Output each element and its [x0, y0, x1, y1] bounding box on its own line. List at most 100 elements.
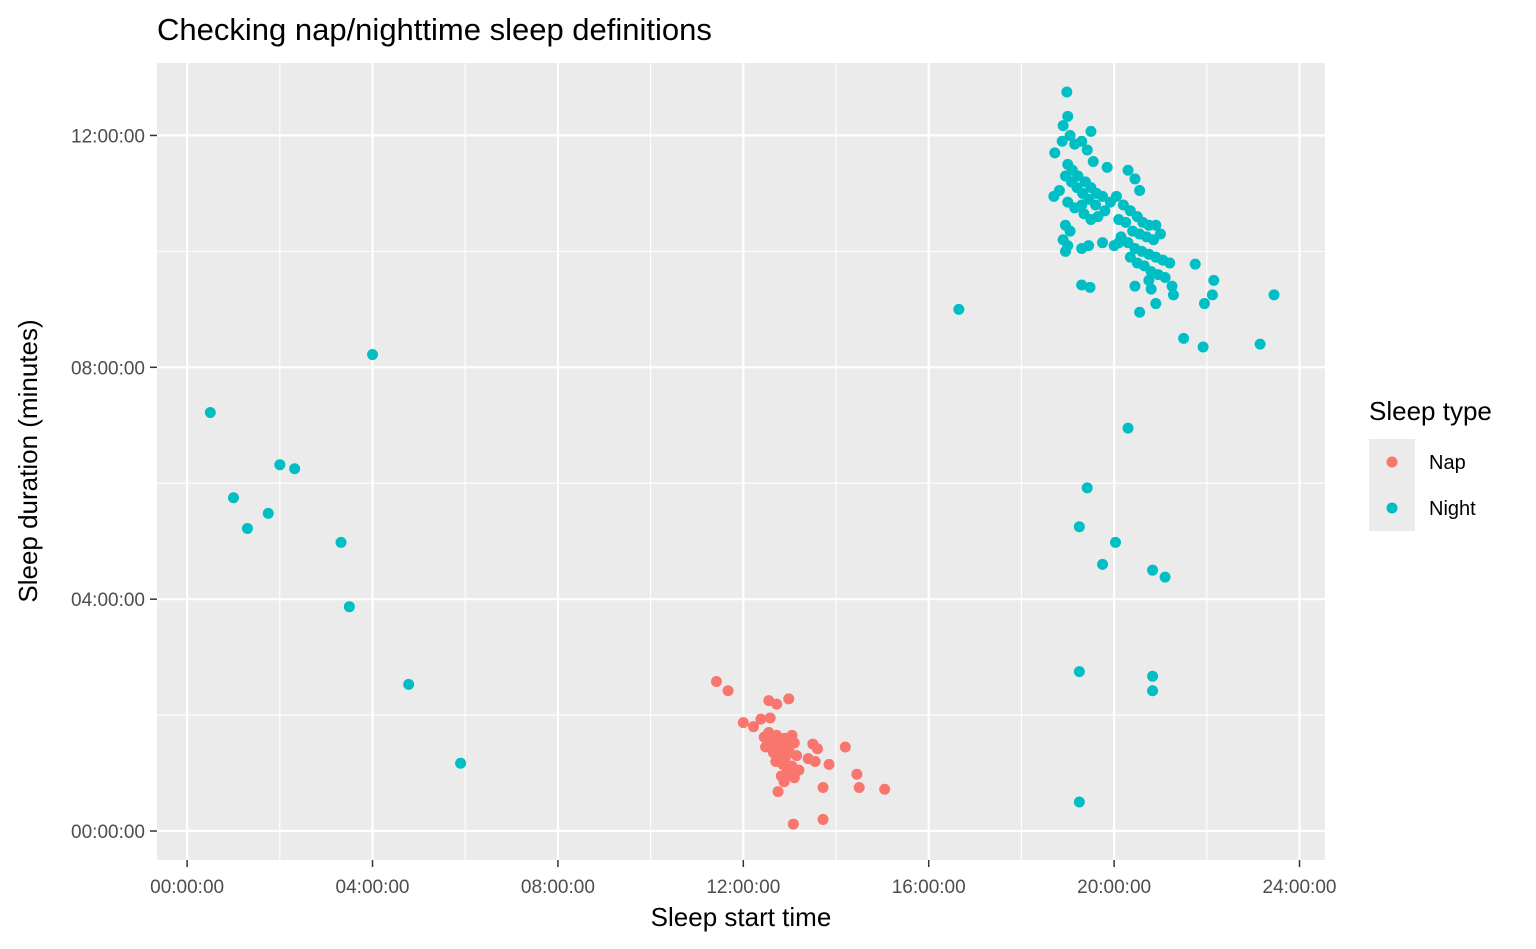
- point-night: [1056, 135, 1068, 147]
- point-night: [1073, 666, 1085, 678]
- y-tick-label: 08:00:00: [71, 358, 145, 379]
- grid-lines: [157, 63, 1325, 860]
- point-night: [1084, 281, 1096, 293]
- point-night: [1061, 86, 1073, 98]
- point-night: [1087, 156, 1099, 168]
- point-night: [953, 303, 965, 315]
- point-night: [1090, 199, 1102, 211]
- x-axis-title: Sleep start time: [651, 902, 832, 932]
- legend-key-nap: [1386, 456, 1398, 468]
- point-night: [1064, 225, 1076, 237]
- point-night: [289, 463, 301, 475]
- point-nap: [791, 750, 803, 762]
- x-tick-label: 24:00:00: [1263, 877, 1337, 898]
- point-night: [1081, 144, 1093, 156]
- y-tick-label: 00:00:00: [71, 822, 145, 843]
- point-nap: [764, 712, 776, 724]
- point-night: [1076, 199, 1088, 211]
- x-axis-ticks: 00:00:00 04:00:00 08:00:00 12:00:00 16:00:00…: [150, 860, 1336, 898]
- point-nap: [817, 813, 829, 825]
- point-night: [1178, 332, 1190, 344]
- point-night: [1076, 135, 1088, 147]
- point-night: [1122, 422, 1134, 434]
- point-night: [1134, 306, 1146, 318]
- y-axis-title: Sleep duration (minutes): [13, 319, 43, 602]
- point-night: [1110, 536, 1122, 548]
- point-night: [1101, 161, 1113, 173]
- point-night: [1159, 571, 1171, 583]
- point-night: [1159, 271, 1171, 283]
- point-night: [227, 492, 239, 504]
- point-night: [1147, 564, 1159, 576]
- point-night: [1129, 280, 1141, 292]
- point-nap: [770, 741, 782, 753]
- x-tick-label: 12:00:00: [706, 877, 780, 898]
- point-night: [1048, 190, 1060, 202]
- point-night: [1099, 205, 1111, 217]
- point-nap: [755, 713, 767, 725]
- point-nap: [748, 721, 760, 733]
- point-nap: [778, 776, 790, 788]
- point-night: [1145, 283, 1157, 295]
- point-night: [1097, 190, 1109, 202]
- point-night: [1268, 289, 1280, 301]
- point-nap: [879, 783, 891, 795]
- point-night: [1167, 289, 1179, 301]
- point-night: [1085, 125, 1097, 137]
- point-night: [403, 678, 415, 690]
- point-night: [343, 601, 355, 613]
- point-night: [1189, 258, 1201, 270]
- point-night: [1166, 280, 1178, 292]
- point-night: [274, 459, 286, 471]
- point-night: [241, 522, 253, 534]
- point-night: [1147, 670, 1159, 682]
- point-night: [1143, 274, 1155, 286]
- point-night: [1150, 298, 1162, 310]
- point-night: [1254, 338, 1266, 350]
- point-nap: [710, 675, 722, 687]
- point-nap: [788, 772, 800, 784]
- point-night: [1154, 228, 1166, 240]
- point-night: [335, 536, 347, 548]
- point-nap: [784, 739, 796, 751]
- point-nap: [787, 818, 799, 830]
- point-night: [1057, 120, 1069, 132]
- y-tick-label: 12:00:00: [71, 126, 145, 147]
- legend-key-night: [1386, 502, 1398, 514]
- y-axis-ticks: 00:00:00 04:00:00 08:00:00 12:00:00: [71, 126, 157, 843]
- point-night: [1134, 185, 1146, 197]
- point-nap: [817, 782, 829, 794]
- point-nap: [823, 758, 835, 770]
- x-tick-label: 20:00:00: [1077, 877, 1151, 898]
- point-night: [1206, 289, 1218, 301]
- legend: Sleep type Nap Night: [1369, 396, 1492, 531]
- point-nap: [737, 717, 749, 729]
- point-nap: [811, 743, 823, 755]
- legend-key-background: [1369, 439, 1415, 531]
- point-night: [1198, 298, 1210, 310]
- point-nap: [722, 685, 734, 697]
- point-night: [1208, 274, 1220, 286]
- point-night: [1147, 685, 1159, 697]
- legend-label-nap: Nap: [1429, 452, 1466, 474]
- x-tick-label: 08:00:00: [521, 877, 595, 898]
- y-tick-label: 04:00:00: [71, 590, 145, 611]
- point-night: [1083, 240, 1095, 252]
- point-night: [1081, 482, 1093, 494]
- point-nap: [851, 768, 863, 780]
- point-night: [1129, 173, 1141, 185]
- point-night: [204, 407, 216, 419]
- point-night: [262, 507, 274, 519]
- point-night: [1059, 245, 1071, 257]
- point-night: [1113, 237, 1125, 249]
- point-nap: [809, 755, 821, 767]
- point-night: [1122, 164, 1134, 176]
- point-night: [1064, 129, 1076, 141]
- point-night: [1110, 190, 1122, 202]
- point-night: [1164, 257, 1176, 269]
- point-night: [1073, 796, 1085, 808]
- x-tick-label: 00:00:00: [150, 877, 224, 898]
- point-night: [1049, 147, 1061, 159]
- x-tick-label: 16:00:00: [892, 877, 966, 898]
